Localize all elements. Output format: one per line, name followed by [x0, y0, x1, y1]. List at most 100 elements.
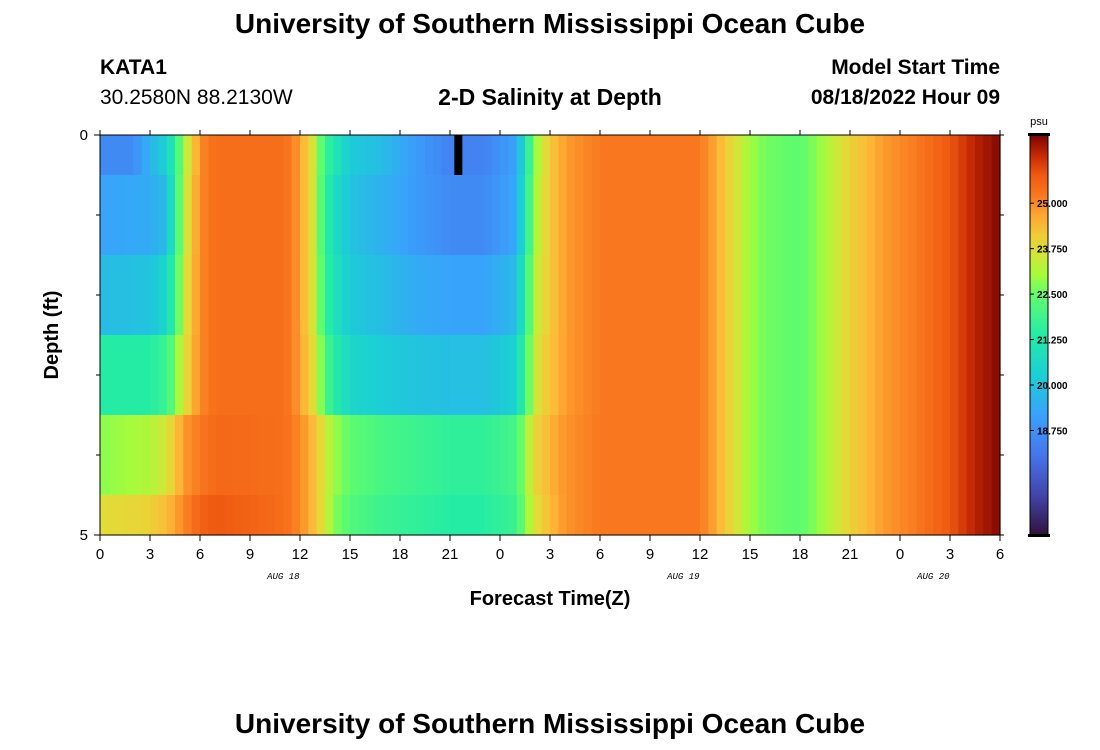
heatmap-cell — [583, 255, 593, 336]
heatmap-cell — [800, 135, 809, 176]
heatmap-cell — [133, 415, 143, 496]
heatmap-cell — [516, 135, 526, 176]
heatmap-cell — [375, 415, 384, 496]
heatmap-cell — [233, 255, 243, 336]
heatmap-cell — [358, 255, 368, 336]
heatmap-cell — [591, 135, 601, 176]
heatmap-cell — [150, 135, 159, 176]
heatmap-cell — [225, 335, 234, 416]
heatmap-cell — [416, 495, 426, 536]
heatmap-cell — [491, 255, 501, 336]
heatmap-cell — [383, 135, 393, 176]
heatmap-cell — [866, 255, 876, 336]
heatmap-cell — [275, 175, 284, 256]
heatmap-cell — [833, 335, 843, 416]
colorbar-label: 23.750 — [1037, 245, 1068, 256]
heatmap-cell — [991, 135, 1001, 176]
heatmap-cell — [141, 495, 151, 536]
heatmap-cell — [466, 335, 476, 416]
heatmap-cell — [675, 255, 684, 336]
y-tick-label: 0 — [80, 127, 88, 144]
heatmap-cell — [650, 255, 659, 336]
heatmap-cell — [933, 255, 943, 336]
heatmap-cell — [491, 135, 501, 176]
heatmap-cell — [491, 175, 501, 256]
colorbar-label: 18.750 — [1037, 426, 1068, 437]
heatmap-cell — [925, 495, 934, 536]
heatmap-cell — [550, 255, 559, 336]
heatmap-cell — [358, 175, 368, 256]
x-axis-title: Forecast Time(Z) — [470, 588, 631, 610]
heatmap-cell — [983, 135, 993, 176]
heatmap-cell — [150, 335, 159, 416]
heatmap-cell — [450, 335, 459, 416]
heatmap-cell — [800, 255, 809, 336]
heatmap-cell — [283, 335, 293, 416]
heatmap-cell — [433, 255, 443, 336]
heatmap-cell — [100, 495, 109, 536]
heatmap-cell — [441, 415, 451, 496]
heatmap-cell — [575, 175, 584, 256]
heatmap-cell — [350, 135, 359, 176]
heatmap-cell — [266, 175, 276, 256]
heatmap-cell — [925, 255, 934, 336]
heatmap-cell — [825, 495, 834, 536]
heatmap-cell — [758, 135, 768, 176]
heatmap-cell — [216, 335, 226, 416]
heatmap-cell — [183, 175, 193, 256]
heatmap-cell — [708, 135, 718, 176]
heatmap-cell — [241, 335, 251, 416]
heatmap-cell — [375, 175, 384, 256]
x-tick-label: 3 — [946, 546, 954, 563]
heatmap-cell — [716, 175, 726, 256]
bottom-title: University of Southern Mississippi Ocean… — [234, 708, 866, 739]
heatmap-cell — [308, 415, 318, 496]
heatmap-cell — [316, 175, 326, 256]
heatmap-cell — [866, 335, 876, 416]
heatmap-cell — [225, 255, 234, 336]
heatmap-cell — [866, 495, 876, 536]
heatmap-cell — [741, 495, 751, 536]
heatmap-cell — [958, 335, 968, 416]
heatmap-cell — [908, 255, 918, 336]
heatmap-cell — [991, 335, 1001, 416]
heatmap-cell — [291, 415, 301, 496]
heatmap-cell — [891, 335, 901, 416]
heatmap-cell — [208, 415, 218, 496]
heatmap-cell — [483, 255, 493, 336]
heatmap-cell — [233, 335, 243, 416]
heatmap-cell — [291, 495, 301, 536]
heatmap-cell — [400, 415, 409, 496]
heatmap-cell — [583, 495, 593, 536]
heatmap-cell — [958, 495, 968, 536]
x-tick-label: 15 — [742, 546, 759, 563]
heatmap-cell — [975, 135, 984, 176]
heatmap-cell — [850, 135, 859, 176]
heatmap-cell — [850, 415, 859, 496]
heatmap-cell — [966, 415, 976, 496]
heatmap-cell — [766, 255, 776, 336]
heatmap-cell — [466, 495, 476, 536]
heatmap-cell — [850, 255, 859, 336]
colorbar-cap-top — [1028, 133, 1050, 136]
heatmap-cell — [950, 415, 959, 496]
heatmap-cell — [875, 175, 884, 256]
heatmap-cell — [458, 415, 468, 496]
heatmap-cell — [666, 175, 676, 256]
heatmap-cell — [133, 135, 143, 176]
heatmap-cell — [200, 255, 209, 336]
heatmap-cell — [458, 175, 468, 256]
heatmap-cell — [883, 495, 893, 536]
heatmap-cell — [441, 255, 451, 336]
heatmap-cell — [700, 335, 709, 416]
heatmap-cell — [216, 255, 226, 336]
heatmap-cell — [658, 255, 668, 336]
model-start-label: Model Start Time — [831, 56, 1000, 79]
heatmap-cell — [991, 175, 1001, 256]
heatmap-cell — [958, 255, 968, 336]
x-tick-label: 21 — [842, 546, 859, 563]
heatmap-cell — [416, 135, 426, 176]
heatmap-cell — [391, 135, 401, 176]
heatmap-cell — [433, 175, 443, 256]
heatmap-cell — [700, 255, 709, 336]
